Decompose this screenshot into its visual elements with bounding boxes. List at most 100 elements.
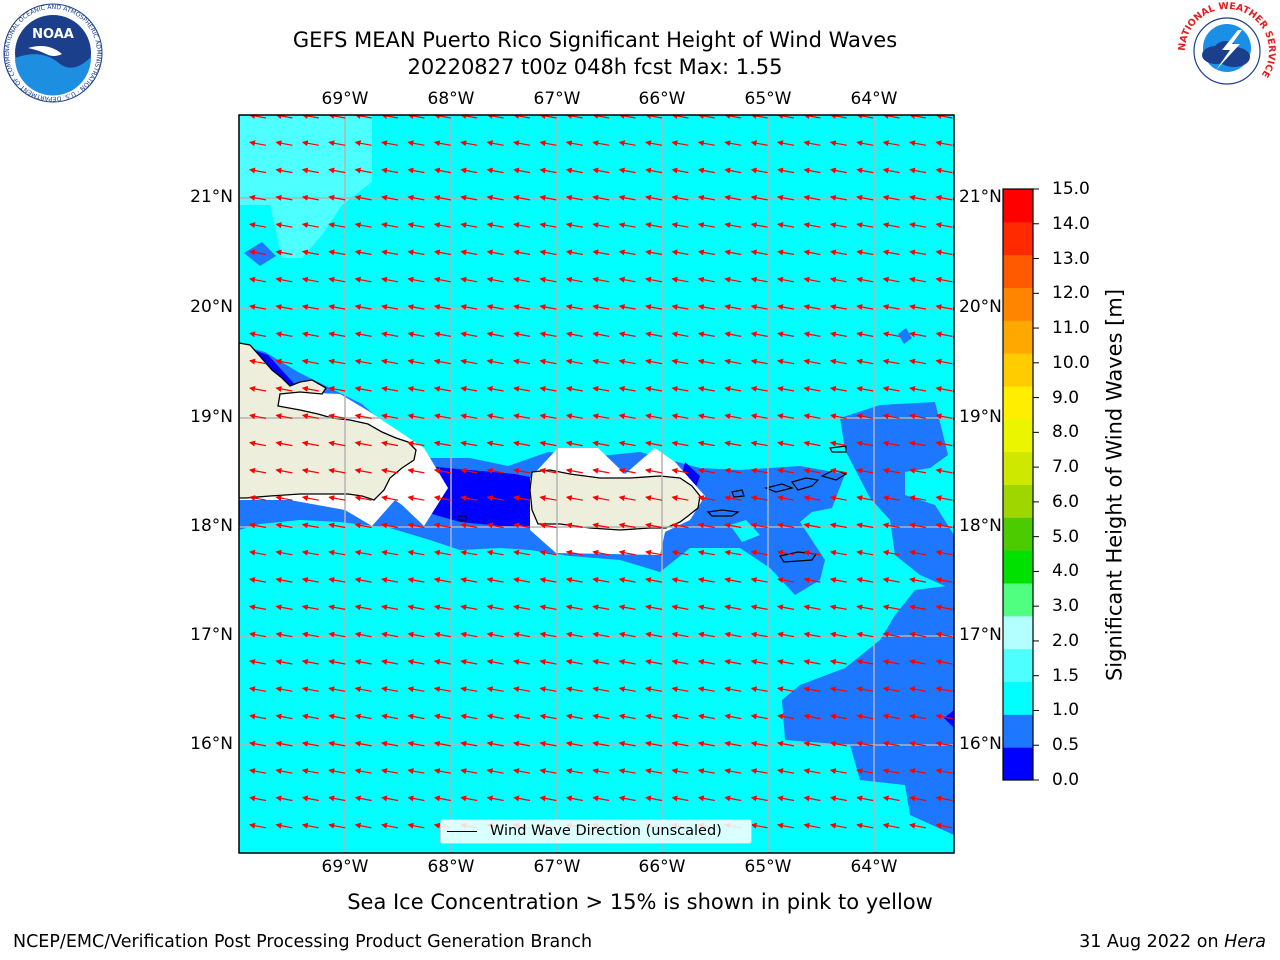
wave-direction-arrow — [750, 249, 768, 256]
wave-direction-arrow — [618, 495, 636, 502]
wave-direction-arrow — [697, 658, 715, 665]
wave-direction-arrow — [697, 358, 715, 365]
wave-direction-arrow — [697, 768, 715, 775]
wave-direction-arrow — [882, 713, 900, 720]
wave-direction-arrow — [354, 631, 372, 638]
wave-direction-arrow — [645, 740, 663, 747]
wave-direction-arrow — [249, 740, 267, 747]
wave-direction-arrow — [486, 304, 504, 310]
wave-direction-arrow — [565, 604, 583, 611]
wave-direction-arrow — [592, 522, 610, 529]
wave-direction-arrow — [407, 549, 425, 556]
wave-direction-arrow — [671, 331, 689, 338]
wave-direction-arrow — [777, 686, 795, 693]
wave-direction-arrow — [724, 385, 742, 392]
wave-direction-arrow — [539, 413, 557, 420]
wave-direction-arrow — [381, 713, 399, 720]
lon-tick-label-top: 66°W — [638, 89, 686, 109]
wave-direction-arrow — [381, 304, 399, 310]
wave-direction-arrow — [513, 467, 531, 474]
wave-direction-arrow — [433, 413, 451, 420]
wave-direction-arrow — [249, 222, 267, 229]
colorbar-tick-label: 0.5 — [1052, 735, 1080, 756]
wave-direction-arrow — [803, 331, 821, 338]
wave-direction-arrow — [935, 740, 953, 747]
wave-direction-arrow — [935, 167, 953, 174]
wave-direction-arrow — [909, 385, 927, 392]
wave-direction-arrow — [301, 222, 319, 229]
wave-direction-arrow — [407, 686, 425, 693]
wave-direction-arrow — [565, 440, 583, 447]
wave-direction-arrow — [407, 140, 425, 147]
lon-tick-label-bottom: 69°W — [321, 857, 369, 877]
wave-direction-arrow — [301, 413, 319, 420]
wave-direction-arrow — [882, 194, 900, 201]
wave-direction-arrow — [909, 440, 927, 447]
wave-direction-arrow — [909, 194, 927, 201]
wave-direction-arrow — [275, 822, 293, 829]
wave-direction-arrow — [618, 304, 636, 310]
wave-direction-arrow — [803, 686, 821, 693]
wave-direction-arrow — [697, 604, 715, 611]
wave-direction-arrow — [829, 631, 847, 638]
wave-direction-arrow — [275, 440, 293, 447]
wave-direction-arrow — [803, 304, 821, 310]
wave-direction-arrow — [882, 522, 900, 529]
wave-direction-arrow — [909, 658, 927, 665]
wave-direction-arrow — [486, 713, 504, 720]
wave-direction-arrow — [328, 658, 346, 665]
wave-direction-arrow — [539, 358, 557, 365]
wave-direction-arrow — [275, 194, 293, 201]
wave-direction-arrow — [829, 686, 847, 693]
wave-direction-arrow — [460, 686, 478, 693]
island-st-croix — [778, 551, 818, 563]
wave-direction-arrow — [777, 249, 795, 256]
wave-direction-arrow — [645, 604, 663, 611]
footer-machine: Hera — [1224, 932, 1266, 952]
wave-direction-arrow — [354, 577, 372, 583]
wave-direction-arrow — [407, 713, 425, 720]
wave-direction-arrow — [249, 822, 267, 829]
wave-direction-arrow — [935, 549, 953, 556]
wave-direction-arrow — [882, 358, 900, 365]
wave-direction-arrow — [750, 358, 768, 365]
wave-direction-arrow — [592, 740, 610, 747]
wave-direction-arrow — [460, 740, 478, 747]
wave-direction-arrow — [354, 495, 372, 502]
wave-direction-arrow — [592, 194, 610, 201]
wave-direction-arrow — [856, 249, 874, 256]
wave-direction-arrow — [829, 276, 847, 283]
legend-arrow-swatch — [447, 831, 477, 832]
wave-direction-arrow — [777, 358, 795, 365]
chart-title: GEFS MEAN Puerto Rico Significant Height… — [292, 28, 898, 52]
wave-direction-arrow — [433, 713, 451, 720]
colorbar-tick-label: 1.0 — [1052, 700, 1080, 721]
wave-direction-arrow — [301, 331, 319, 338]
wave-direction-arrow — [829, 467, 847, 474]
wave-direction-arrow — [486, 467, 504, 474]
colorbar-segment — [1003, 583, 1033, 617]
wave-direction-arrow — [328, 440, 346, 447]
wave-direction-arrow — [750, 140, 768, 147]
wave-direction-arrow — [513, 604, 531, 611]
wave-direction-arrow — [407, 440, 425, 447]
wave-direction-arrow — [249, 440, 267, 447]
wave-direction-arrow — [381, 385, 399, 392]
wave-direction-arrow — [433, 249, 451, 256]
wave-direction-arrow — [724, 222, 742, 229]
colorbar-tick-label: 15.0 — [1052, 179, 1090, 199]
lon-tick-label-bottom: 64°W — [850, 857, 898, 877]
wave-direction-arrow — [645, 413, 663, 420]
wave-direction-arrow — [909, 331, 927, 338]
wave-direction-arrow — [301, 495, 319, 502]
wave-direction-arrow — [539, 467, 557, 474]
wave-direction-arrow — [909, 577, 927, 583]
wave-direction-arrow — [935, 140, 953, 147]
wave-direction-arrow — [592, 385, 610, 392]
colorbar-segment — [1003, 287, 1033, 321]
wave-direction-arrow — [829, 249, 847, 256]
wave-direction-arrow — [433, 631, 451, 638]
wave-direction-arrow — [856, 740, 874, 747]
colorbar-segment — [1003, 550, 1033, 584]
wave-direction-arrow — [935, 658, 953, 665]
